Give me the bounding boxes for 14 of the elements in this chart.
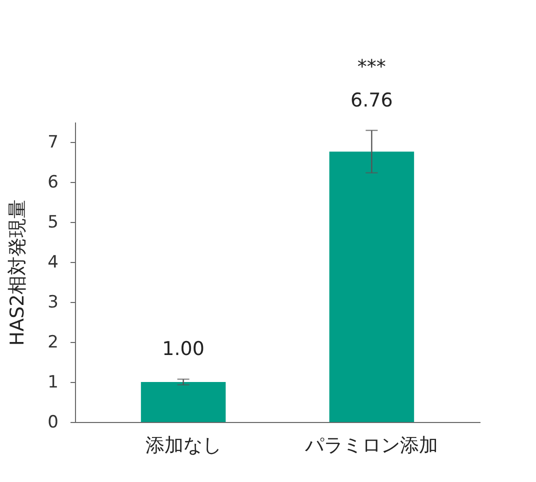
y-tick-label: 7 — [48, 132, 58, 152]
y-tick-label: 3 — [48, 292, 58, 312]
data-label: 6.76 — [350, 89, 393, 112]
y-axis-title: HAS2相対発現量 — [6, 199, 29, 346]
y-tick-label: 4 — [48, 252, 58, 272]
x-tick-label: 添加なし — [145, 434, 222, 456]
x-tick-label: パラミロン添加 — [304, 434, 438, 456]
y-tick-label: 1 — [48, 372, 58, 392]
y-tick-label: 0 — [48, 412, 58, 432]
y-tick-label: 5 — [48, 212, 58, 232]
data-label: 1.00 — [162, 338, 204, 360]
text: *** — [357, 56, 386, 78]
y-tick-label: 6 — [48, 172, 58, 192]
y-tick-label: 2 — [48, 332, 58, 352]
